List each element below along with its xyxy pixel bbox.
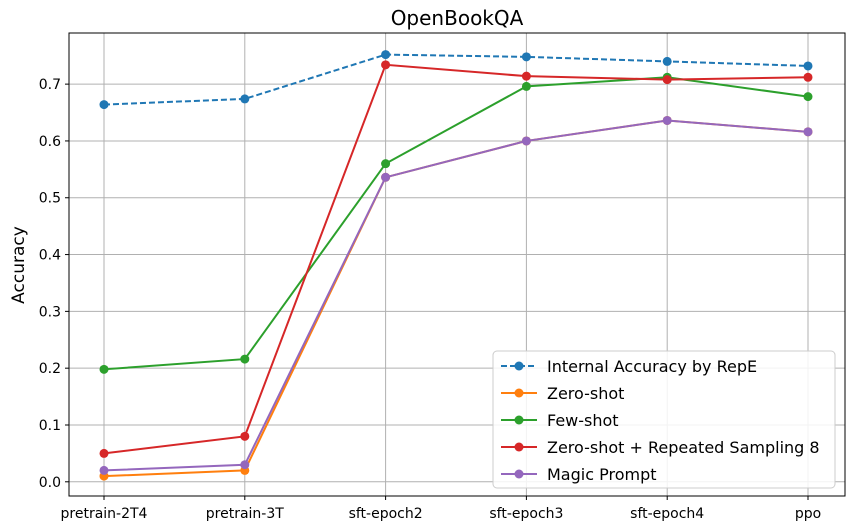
y-tick-label: 0.3 — [39, 304, 61, 320]
data-point — [662, 115, 672, 125]
data-point — [803, 127, 813, 137]
series-line — [103, 53, 809, 106]
legend-label: Zero-shot + Repeated Sampling 8 — [547, 438, 820, 457]
legend-box — [492, 350, 836, 489]
data-point — [240, 431, 250, 441]
data-point — [99, 100, 109, 110]
series-3 — [99, 72, 813, 374]
data-point — [803, 72, 813, 82]
data-point — [240, 94, 250, 104]
legend-label: Few-shot — [547, 411, 619, 430]
legend-marker — [514, 415, 524, 425]
data-point — [521, 81, 531, 91]
x-tick-label: ppo — [795, 506, 821, 522]
x-tick-label: pretrain-3T — [206, 506, 284, 522]
data-point — [99, 364, 109, 374]
data-point — [99, 465, 109, 475]
legend-marker — [514, 388, 524, 398]
x-tick-label: pretrain-2T4 — [61, 506, 148, 522]
series-line — [103, 76, 809, 371]
y-tick-labels: 0.0 0.1 0.2 0.3 0.4 0.5 0.6 0.7 — [39, 77, 69, 491]
data-point — [381, 50, 391, 60]
x-tick-label: sft-epoch3 — [489, 506, 563, 522]
y-tick-label: 0.4 — [39, 248, 61, 264]
legend-items: Internal Accuracy by RepE Zero-shot Few-sh… — [501, 357, 820, 484]
legend-label: Internal Accuracy by RepE — [547, 357, 757, 376]
chart-title: OpenBookQA — [391, 6, 524, 30]
data-point — [521, 71, 531, 81]
data-point — [99, 448, 109, 458]
data-point — [803, 61, 813, 71]
series-5 — [99, 115, 813, 475]
plot-frame — [68, 32, 846, 497]
series-4 — [99, 60, 813, 458]
legend-marker — [514, 361, 524, 371]
y-tick-label: 0.5 — [39, 191, 61, 207]
x-tick-labels: pretrain-2T4 pretrain-3T sft-epoch2 sft-epo… — [61, 496, 821, 522]
series-line — [103, 119, 809, 472]
legend: Internal Accuracy by RepE Zero-shot Few-sh… — [492, 350, 836, 489]
x-tick-label: sft-epoch2 — [349, 506, 423, 522]
y-tick-label: 0.0 — [39, 475, 61, 491]
legend-marker — [514, 442, 524, 452]
data-point — [521, 52, 531, 62]
y-axis-label: Accuracy — [9, 226, 29, 304]
legend-label: Zero-shot — [547, 384, 624, 403]
data-point — [803, 92, 813, 102]
data-point — [240, 354, 250, 364]
data-point — [240, 460, 250, 470]
data-point — [381, 60, 391, 70]
data-point — [381, 172, 391, 182]
x-tick-label: sft-epoch4 — [630, 506, 704, 522]
legend-label: Magic Prompt — [547, 465, 657, 484]
y-tick-label: 0.2 — [39, 361, 61, 377]
series-line — [103, 63, 809, 455]
data-point — [521, 136, 531, 146]
data-point — [662, 75, 672, 85]
series-layer — [99, 50, 813, 481]
y-tick-label: 0.7 — [39, 77, 61, 93]
data-point — [381, 159, 391, 169]
legend-marker — [514, 469, 524, 479]
series-1 — [99, 50, 813, 110]
data-point — [662, 56, 672, 66]
y-tick-label: 0.6 — [39, 134, 61, 150]
y-tick-label: 0.1 — [39, 418, 61, 434]
